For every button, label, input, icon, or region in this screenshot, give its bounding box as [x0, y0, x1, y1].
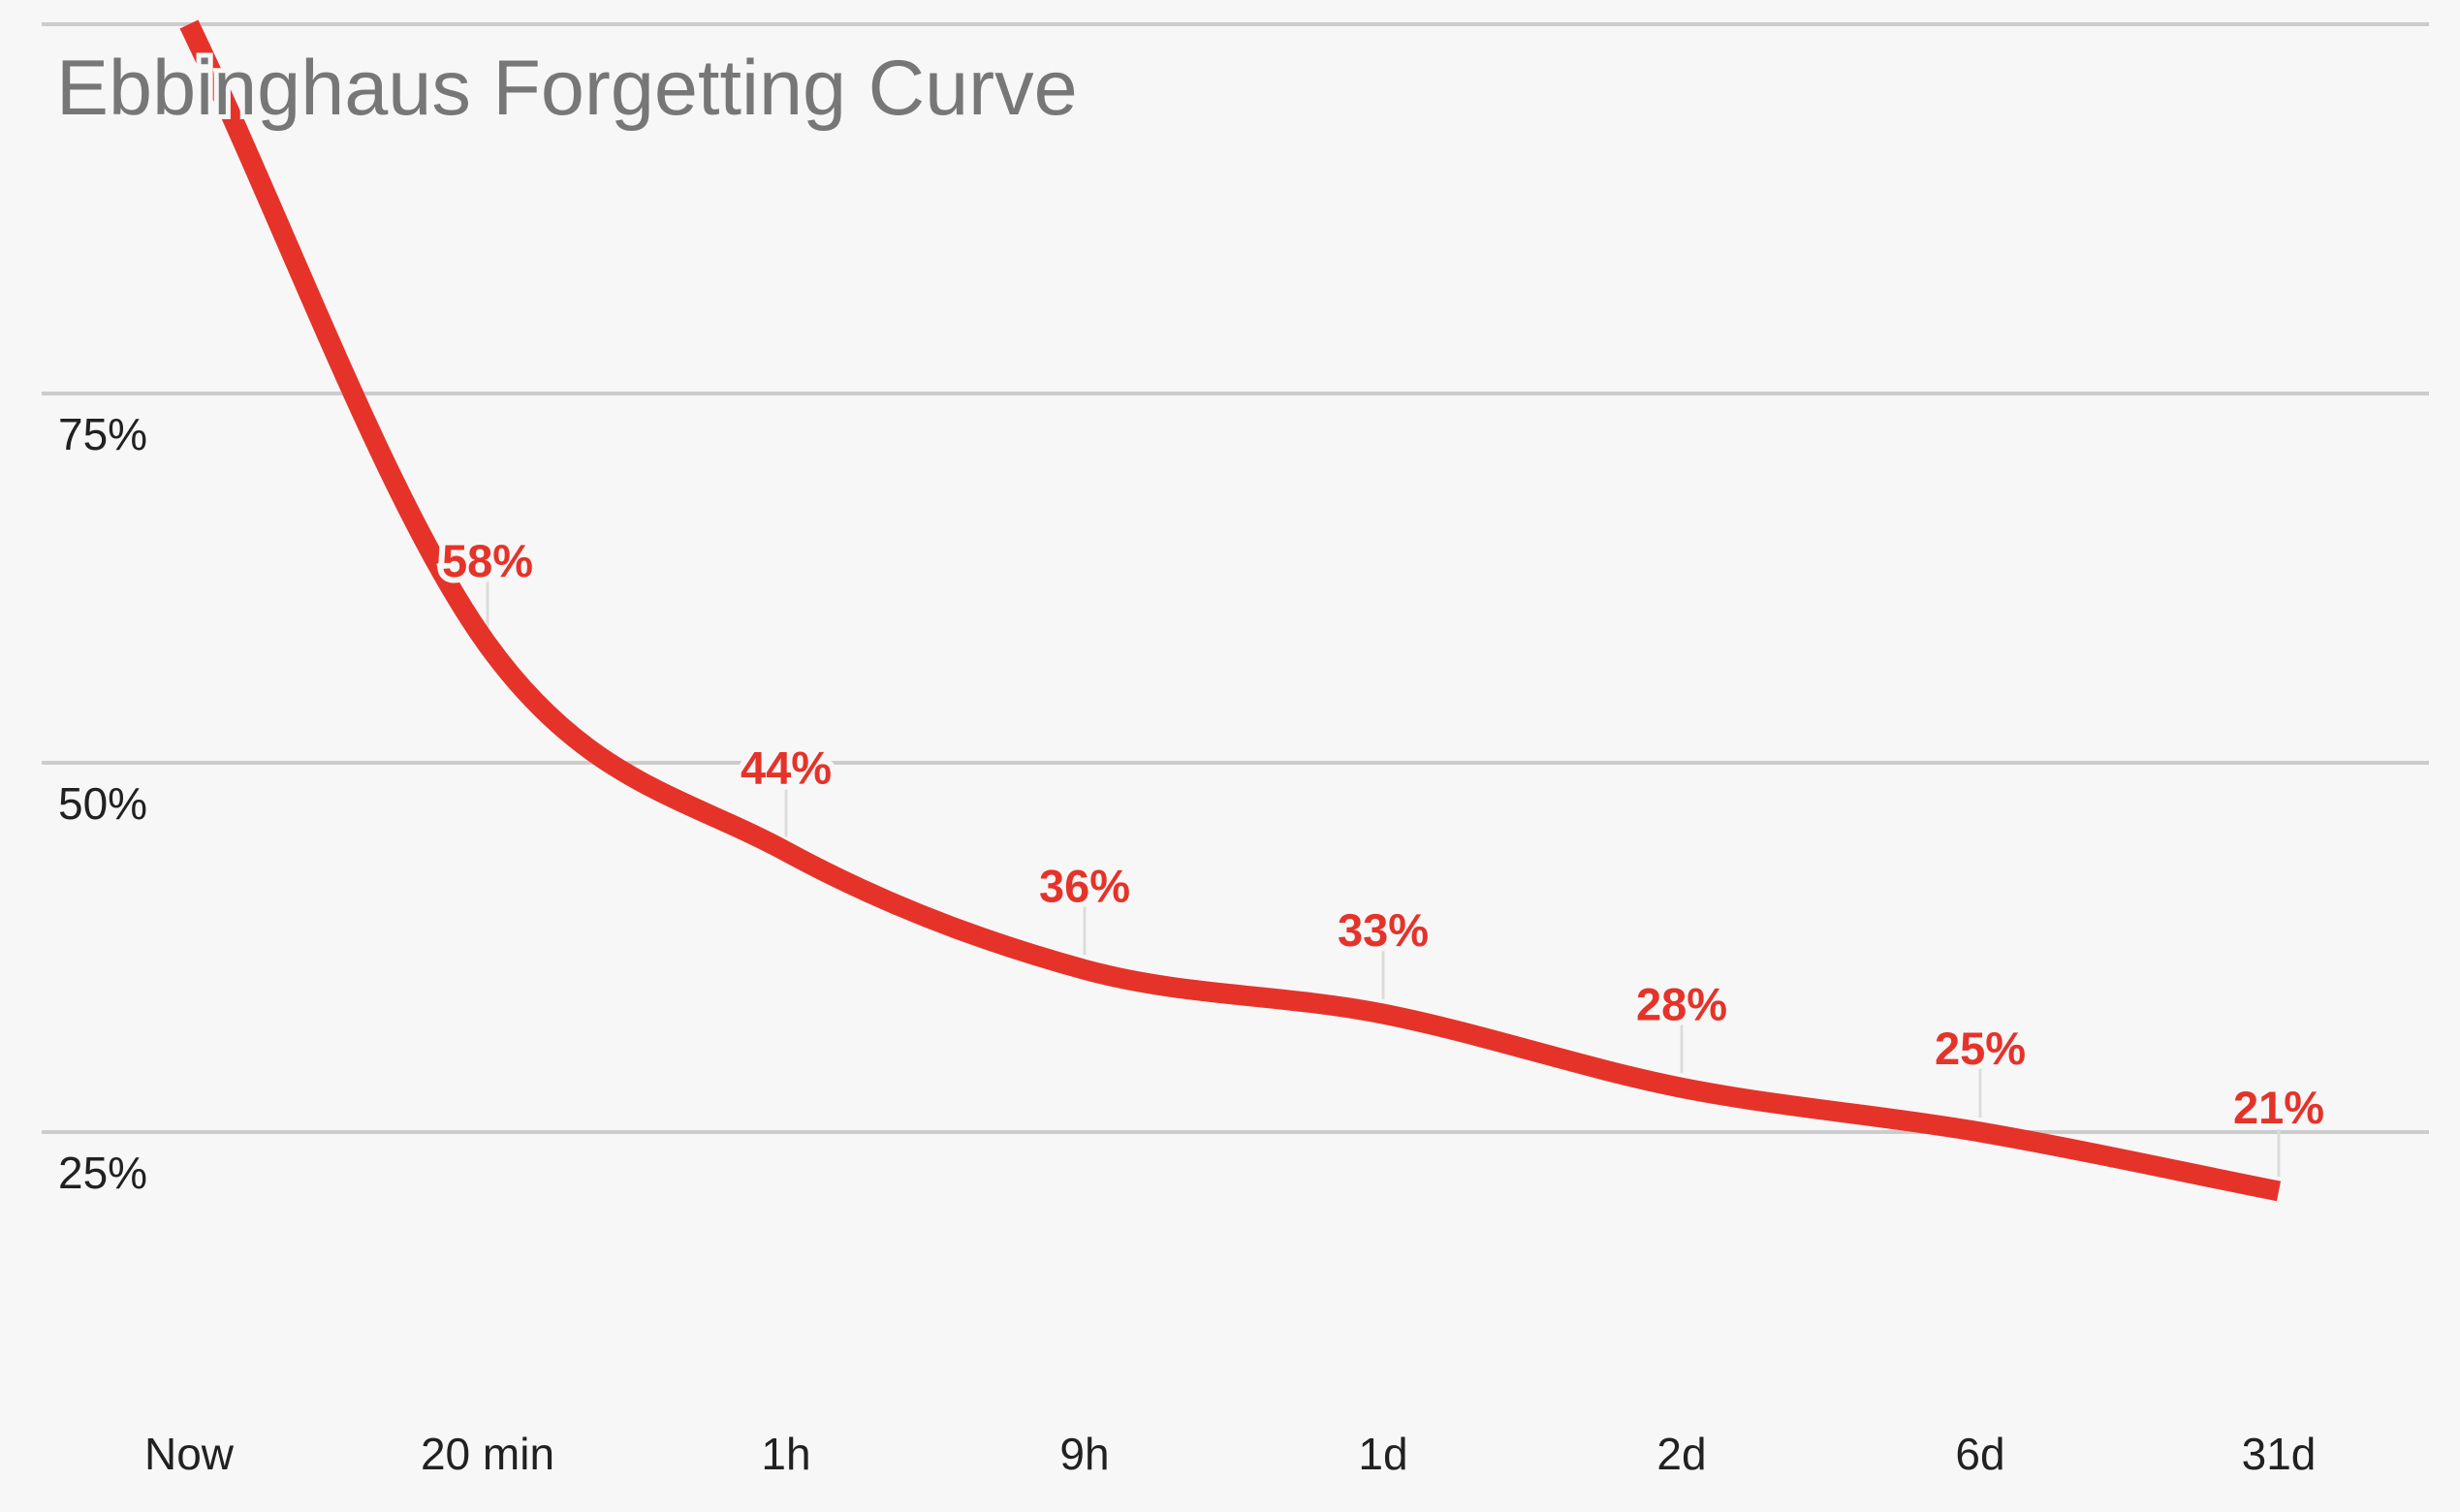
retention-curve-line: [179, 19, 2282, 1202]
leader-lines: [486, 581, 2281, 1177]
x-tick-label-6d: 6d: [1955, 1429, 2004, 1479]
x-tick-label-now: Now: [144, 1429, 235, 1479]
chart-title: Ebbinghaus Forgetting Curve: [56, 45, 1078, 132]
data-label-31d: 21%: [2233, 1082, 2324, 1133]
data-label-1d: 33%: [1338, 904, 1429, 956]
data-label-1h: 44%: [741, 741, 832, 793]
gridlines: [42, 22, 2429, 1134]
data-point-labels: 58% 44% 36% 33% 28% 25% 21%: [436, 529, 2330, 1139]
y-tick-label-25: 25%: [58, 1148, 147, 1198]
x-tick-label-9h: 9h: [1059, 1429, 1109, 1479]
data-label-2d: 28%: [1636, 978, 1727, 1029]
x-tick-label-1d: 1d: [1358, 1429, 1407, 1479]
x-tick-label-31d: 31d: [2242, 1429, 2317, 1479]
y-tick-label-75: 75%: [58, 409, 147, 459]
data-label-6d: 25%: [1935, 1023, 2026, 1074]
y-tick-label-50: 50%: [58, 778, 147, 829]
x-axis-tick-labels: Now 20 min 1h 9h 1d 2d 6d 31d: [144, 1429, 2316, 1479]
y-axis-tick-labels: 75% 50% 25%: [58, 409, 147, 1198]
data-label-9h: 36%: [1039, 860, 1130, 911]
x-tick-label-1h: 1h: [761, 1429, 810, 1479]
x-tick-label-2d: 2d: [1656, 1429, 1706, 1479]
x-tick-label-20-min: 20 min: [421, 1429, 554, 1479]
data-label-20-min: 58%: [442, 535, 533, 586]
